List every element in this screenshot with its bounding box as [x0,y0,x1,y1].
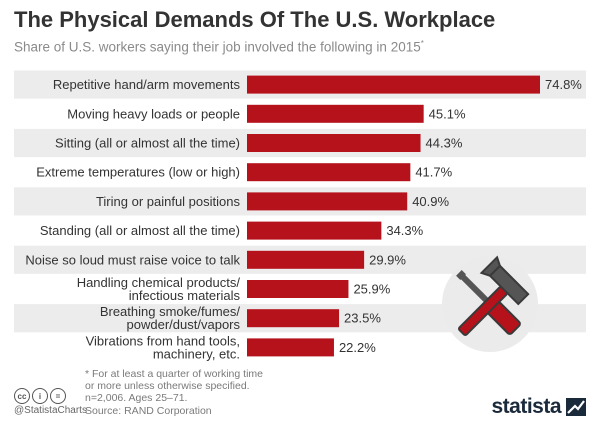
category-label: Tiring or painful positions [96,194,241,209]
value-label: 40.9% [412,194,449,209]
value-label: 74.8% [545,77,582,92]
value-label: 29.9% [369,252,406,267]
subtitle-text: Share of U.S. workers saying their job i… [14,39,421,55]
category-label-line: Tiring or painful positions [96,194,241,209]
value-label: 22.2% [339,340,376,355]
value-label: 34.3% [386,223,423,238]
bar [247,250,365,269]
value-label: 25.9% [353,282,390,297]
category-label-line: Standing (all or almost all the time) [40,223,240,238]
value-label: 23.5% [344,311,381,326]
bar [247,309,340,328]
category-label-line: powder/dust/vapors [127,317,241,332]
category-label-line: Noise so loud must raise voice to talk [25,252,240,267]
category-label: Noise so loud must raise voice to talk [25,252,240,267]
category-label: Breathing smoke/fumes/powder/dust/vapors [100,304,241,332]
cc-badge-icon[interactable]: cc [14,388,30,404]
chart-subtitle: Share of U.S. workers saying their job i… [14,39,424,55]
no-derivatives-badge-icon[interactable]: = [50,388,66,404]
category-label-line: infectious materials [129,288,241,303]
bar [247,192,408,211]
category-label-line: Vibrations from hand tools, [86,333,240,348]
category-label: Repetitive hand/arm movements [53,77,241,92]
category-label-line: Sitting (all or almost all the time) [55,136,240,151]
bar [247,163,411,182]
bar [247,221,382,240]
hammer-and-screwdriver-icon [440,254,540,359]
category-label: Handling chemical products/infectious ma… [77,275,241,303]
value-label: 45.1% [429,106,466,121]
value-label: 44.3% [426,136,463,151]
category-label-line: machinery, etc. [153,346,240,361]
chart-title: The Physical Demands Of The U.S. Workpla… [14,7,496,32]
source-note: Source: RAND Corporation [85,405,212,417]
brand-wordmark: statista [491,395,561,418]
category-label-line: Breathing smoke/fumes/ [100,304,241,319]
category-label: Vibrations from hand tools, machinery, et… [86,333,240,361]
category-label: Sitting (all or almost all the time) [55,136,240,151]
category-label: Moving heavy loads or people [67,106,240,121]
footnote: * For at least a quarter of working time… [85,368,263,404]
bar [247,134,421,152]
category-label: Standing (all or almost all the time) [40,223,240,238]
license-badges[interactable]: cc i = [14,388,66,404]
category-label-line: Moving heavy loads or people [67,106,240,121]
statista-logo[interactable]: statista [491,395,586,419]
bar [247,104,424,123]
category-label-line: Handling chemical products/ [77,275,241,290]
bar [247,280,349,298]
hammer-shape [458,255,530,336]
category-label-line: Repetitive hand/arm movements [53,77,241,92]
statista-charts-handle[interactable]: @StatistaCharts [14,405,87,416]
subtitle-footnote-mark: * [420,39,424,48]
bar [247,75,540,94]
bar [247,338,334,357]
value-label: 41.7% [415,165,452,180]
statista-logo-icon [566,398,586,416]
category-label: Extreme temperatures (low or high) [36,165,240,180]
attribution-badge-icon[interactable]: i [32,388,48,404]
category-label-line: Extreme temperatures (low or high) [36,165,240,180]
